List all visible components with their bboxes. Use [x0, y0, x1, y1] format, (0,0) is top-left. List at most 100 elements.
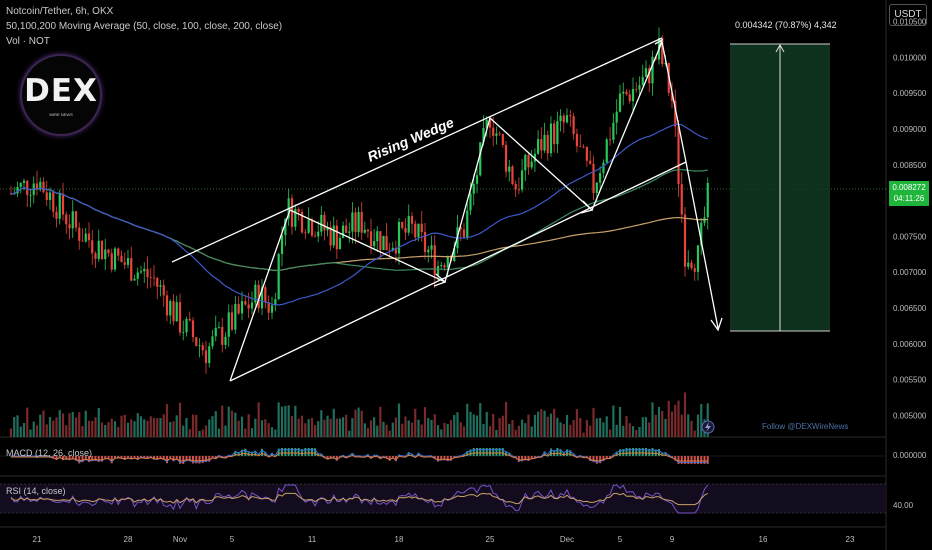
macd-bar — [385, 456, 388, 459]
candle-body — [162, 285, 165, 296]
macd-bar — [55, 456, 58, 460]
volume-bar — [533, 414, 537, 437]
volume-bar — [45, 424, 48, 437]
volume-bar — [332, 408, 335, 437]
macd-bar — [562, 451, 565, 456]
candle-body — [230, 312, 234, 330]
volume-bar — [485, 411, 488, 437]
volume-bar — [504, 401, 508, 437]
time-tick-10: 16 — [759, 535, 768, 544]
macd-bar — [680, 456, 683, 464]
currency-button[interactable]: USDT — [889, 4, 927, 26]
candle-body — [504, 144, 508, 172]
candle-body — [91, 240, 94, 254]
rsi-band — [0, 484, 886, 513]
candle-body — [97, 240, 100, 259]
macd-bar — [332, 456, 335, 459]
volume-bar — [146, 420, 149, 437]
volume-bar — [277, 402, 280, 437]
candle-body — [670, 92, 674, 102]
volume-bar — [543, 410, 546, 437]
candle-body — [348, 231, 351, 233]
candle-body — [247, 304, 250, 309]
candle-body — [113, 248, 117, 270]
macd-bar — [527, 456, 530, 461]
macd-bar — [294, 448, 297, 456]
macd-bar — [195, 456, 198, 464]
macd-label: MACD (12, 26, close) — [6, 448, 93, 458]
volume-bar — [472, 414, 475, 437]
volume-bar — [664, 418, 667, 437]
candle-body — [410, 215, 414, 224]
candle-body — [351, 212, 354, 232]
volume-bar — [348, 430, 351, 437]
volume-bar — [136, 413, 139, 437]
macd-bar — [143, 456, 146, 459]
macd-bar — [684, 456, 686, 464]
price-countdown: 04:11:26 — [893, 194, 925, 203]
volume-bar — [323, 419, 326, 437]
macd-panel — [0, 448, 886, 464]
volume-bar — [188, 429, 191, 437]
volume-bar — [436, 425, 440, 437]
candle-body — [188, 318, 191, 321]
candle-body — [517, 189, 520, 191]
candle-body — [599, 173, 602, 183]
candle-body — [462, 229, 466, 238]
volume-bar — [227, 406, 230, 437]
macd-bar — [592, 456, 595, 463]
volume-bar — [267, 423, 270, 437]
candle-body — [123, 262, 126, 265]
candle-body — [683, 214, 687, 267]
macd-bar — [648, 448, 651, 456]
volume-bar — [338, 418, 342, 437]
macd-bar — [52, 456, 55, 459]
macd-bar — [307, 448, 310, 456]
candle-body — [94, 253, 97, 259]
wedge-lower-line — [229, 161, 687, 382]
price-axis: 0.010500 0.010000 0.009500 0.009000 0.008500… — [893, 17, 927, 420]
volume-bar — [569, 424, 572, 437]
candle-body — [569, 115, 572, 117]
macd-bar — [489, 448, 491, 456]
candle-body — [514, 183, 517, 190]
volume-bar — [622, 425, 625, 437]
macd-bar — [97, 456, 100, 462]
candle-body — [107, 249, 110, 254]
price-tick-10: 0.005500 — [893, 376, 927, 385]
volume-bar — [562, 424, 565, 437]
candle-body — [469, 193, 472, 211]
macd-bar — [335, 456, 338, 461]
volume-bar — [156, 418, 159, 437]
macd-bar — [234, 450, 237, 456]
volume-bar — [185, 418, 188, 437]
macd-bar — [281, 448, 283, 456]
macd-bar — [120, 456, 123, 459]
volume-bar — [459, 422, 462, 437]
candle-body — [16, 186, 19, 194]
candle-body — [198, 345, 201, 347]
volume-bar — [376, 425, 379, 437]
macd-bar — [257, 453, 260, 456]
candle-body — [482, 127, 485, 143]
candle-body — [326, 227, 329, 231]
volume-bar — [495, 429, 498, 437]
macd-bar — [185, 456, 188, 462]
macd-bar — [284, 448, 287, 456]
volume-bar — [260, 420, 264, 437]
macd-bar — [71, 456, 74, 460]
volume-bar — [524, 423, 527, 437]
candle-body — [565, 115, 569, 123]
candle-body — [501, 133, 504, 145]
volume-bar — [680, 414, 683, 437]
macd-bar — [622, 449, 625, 456]
macd-bar — [411, 453, 413, 456]
candle-body — [427, 249, 430, 253]
candle-body — [459, 227, 462, 230]
volume-bar — [310, 418, 314, 437]
time-axis: 21 28 Nov 5 11 18 25 Dec 5 9 16 23 — [33, 535, 855, 544]
volume-bar — [407, 420, 410, 437]
ma-indicator-label: 50,100,200 Moving Average (50, close, 10… — [6, 21, 283, 32]
candle-body — [373, 241, 376, 247]
candle-body — [204, 350, 208, 364]
